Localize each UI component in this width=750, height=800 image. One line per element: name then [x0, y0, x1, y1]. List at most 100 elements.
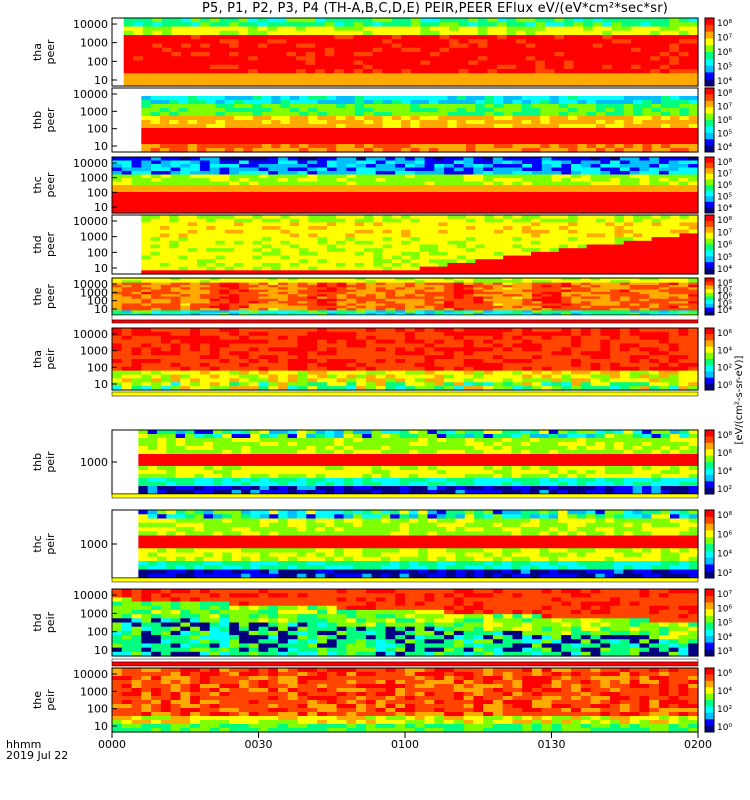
heatmap-cell [395, 171, 406, 176]
heatmap-cell [229, 164, 240, 169]
heatmap-cell [187, 144, 198, 149]
heatmap-cell [554, 69, 565, 74]
heatmap-cell [642, 148, 653, 153]
heatmap-cell [434, 312, 445, 316]
heatmap-cell [564, 73, 575, 79]
heatmap-cell [468, 39, 479, 45]
heatmap-cell [595, 226, 606, 231]
heatmap-cell [453, 202, 465, 207]
heatmap-cell [590, 287, 601, 291]
heatmap-cell [171, 18, 182, 23]
heatmap-cell [458, 43, 469, 49]
heatmap-cell [395, 296, 406, 300]
heatmap-cell [669, 43, 680, 49]
heatmap-cell [401, 240, 411, 246]
panel-ylabel: the [31, 287, 44, 305]
heatmap-cell [540, 215, 551, 220]
heatmap-cell [468, 77, 479, 83]
heatmap-cell [336, 240, 347, 246]
heatmap-cell [180, 209, 191, 214]
heatmap-cell [525, 35, 536, 40]
heatmap-cell [619, 192, 631, 197]
heatmap-cell [631, 18, 642, 23]
heatmap-cell [502, 174, 514, 179]
heatmap-cell [688, 298, 699, 302]
heatmap-cell [679, 222, 690, 227]
heatmap-cell [447, 104, 458, 109]
heatmap-cell [343, 26, 355, 32]
heatmap-cell [365, 305, 377, 309]
heatmap-cell [280, 92, 291, 97]
heatmap-cell [633, 229, 643, 235]
heatmap-cell [187, 140, 198, 145]
heatmap-cell [405, 157, 416, 162]
heatmap-cell [535, 81, 546, 87]
heatmap-cell [317, 284, 328, 288]
heatmap-cell [317, 259, 328, 264]
heatmap-cell [206, 237, 217, 242]
heatmap-cell [296, 47, 307, 53]
heatmap-cell [438, 92, 449, 97]
heatmap-cell [512, 284, 523, 288]
heatmap-cell [629, 289, 640, 293]
heatmap-cell [568, 140, 578, 145]
heatmap-cell [112, 174, 123, 179]
heatmap-cell [610, 199, 621, 204]
heatmap-cell [317, 301, 328, 305]
heatmap-cell [112, 202, 123, 207]
heatmap-cell [583, 73, 594, 79]
heatmap-cell [568, 233, 578, 238]
heatmap-cell [602, 64, 613, 70]
heatmap-cell [224, 222, 235, 227]
heatmap-cell [180, 289, 191, 293]
heatmap-cell [206, 140, 217, 145]
heatmap-cell [267, 60, 278, 66]
heatmap-cell [336, 195, 347, 200]
heatmap-cell [238, 160, 250, 165]
heatmap-cell [484, 148, 495, 153]
heatmap-cell [525, 43, 536, 49]
heatmap-cell [561, 167, 572, 172]
heatmap-cell [180, 160, 191, 165]
heatmap-cell [219, 43, 230, 49]
heatmap-cell [326, 244, 337, 249]
heatmap-cell [430, 56, 441, 62]
heatmap-cell [512, 255, 523, 260]
heatmap-cell [187, 104, 198, 109]
heatmap-cell [297, 282, 308, 286]
heatmap-cell [678, 81, 690, 87]
colorbar-swatch [705, 244, 714, 251]
heatmap-cell [568, 215, 578, 220]
heatmap-cell [449, 52, 460, 57]
heatmap-cell [354, 140, 365, 145]
heatmap-cell [688, 112, 699, 117]
heatmap-cell [181, 35, 192, 40]
heatmap-cell [123, 60, 134, 66]
heatmap-cell [473, 195, 484, 200]
heatmap-cell [271, 262, 282, 268]
heatmap-cell [238, 303, 250, 307]
heatmap-cell [234, 262, 244, 268]
heatmap-cell [428, 244, 439, 249]
heatmap-cell [483, 287, 494, 291]
heatmap-cell [493, 148, 504, 153]
heatmap-cell [199, 289, 211, 293]
heatmap-cell [561, 185, 572, 190]
heatmap-cell [199, 206, 211, 211]
heatmap-cell [586, 229, 597, 235]
heatmap-cell [679, 140, 690, 145]
heatmap-cell [224, 104, 235, 109]
heatmap-cell [372, 22, 383, 28]
heatmap-cell [336, 278, 347, 281]
heatmap-cell [642, 270, 653, 275]
heatmap-cell [633, 136, 643, 141]
heatmap-cell [219, 188, 230, 193]
heatmap-cell [531, 199, 543, 204]
heatmap-cell [234, 244, 244, 249]
heatmap-cell [678, 328, 689, 333]
heatmap-cell [289, 108, 300, 113]
heatmap-cell [206, 266, 217, 271]
heatmap-cell [171, 77, 182, 83]
heatmap-cell [414, 202, 426, 207]
heatmap-cell [171, 47, 182, 53]
